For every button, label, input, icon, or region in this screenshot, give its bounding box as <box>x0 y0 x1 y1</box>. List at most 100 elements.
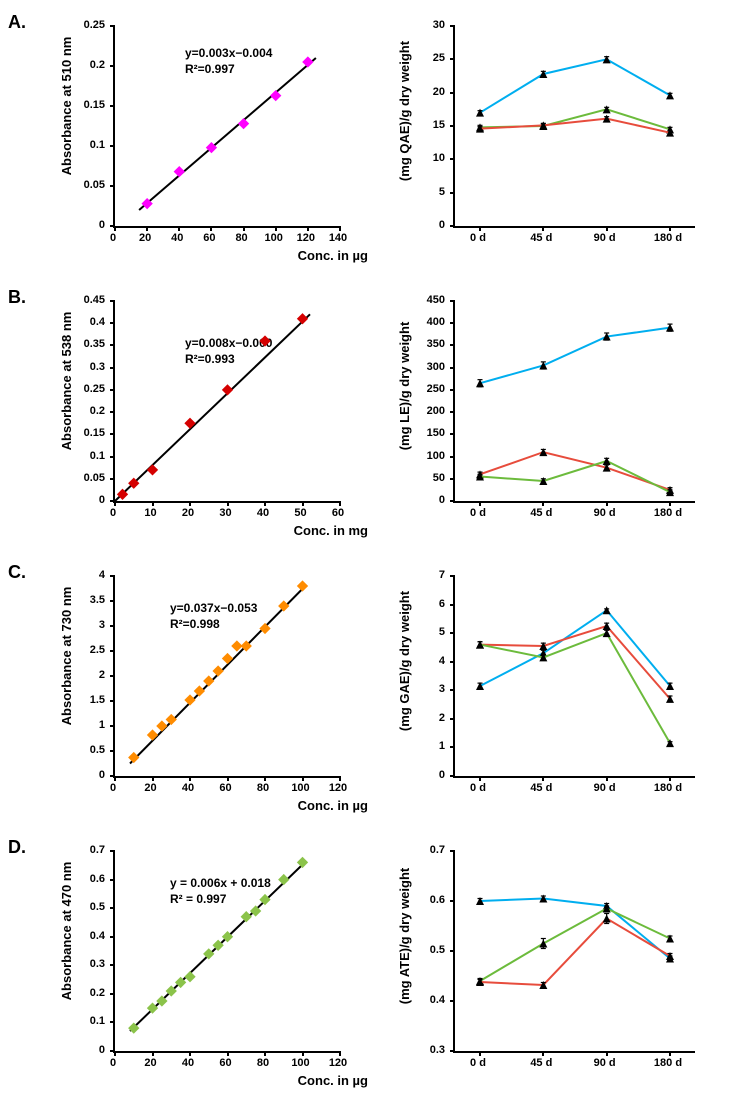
lines-svg <box>455 851 695 1051</box>
xtick-label: 20 <box>136 1057 166 1069</box>
calibration-chart-B: y=0.008x−0.000 R²=0.99300.050.10.150.20.… <box>55 293 355 543</box>
xtick-label: 180 d <box>646 1057 690 1069</box>
xtick-label: 50 <box>286 507 316 519</box>
xtick-label: 0 <box>98 507 128 519</box>
xtick-label: 120 <box>323 1057 353 1069</box>
xtick <box>542 226 544 231</box>
xtick-label: 30 <box>211 507 241 519</box>
xtick-label: 180 d <box>646 232 690 244</box>
xtick <box>606 226 608 231</box>
xtick-label: 80 <box>248 1057 278 1069</box>
ytick-label: 0 <box>55 219 105 231</box>
xtick <box>339 501 341 506</box>
x-axis-label: Conc. in mg <box>248 523 368 538</box>
data-marker <box>147 729 158 740</box>
data-marker <box>166 714 177 725</box>
panel-label: D. <box>8 837 26 858</box>
xtick <box>339 1051 341 1056</box>
data-marker <box>238 118 249 129</box>
xtick <box>189 501 191 506</box>
x-axis-label: Conc. in µg <box>248 798 368 813</box>
xtick-label: 40 <box>173 782 203 794</box>
xtick-label: 45 d <box>519 507 563 519</box>
xtick <box>479 1051 481 1056</box>
xtick <box>669 226 671 231</box>
xtick-label: 0 d <box>456 1057 500 1069</box>
xtick-label: 0 <box>98 232 128 244</box>
row-A: A.y=0.003x−0.004 R²=0.99700.050.10.150.2… <box>0 8 730 278</box>
series-marker <box>666 935 674 943</box>
xtick-label: 100 <box>259 232 289 244</box>
xtick <box>339 226 341 231</box>
calibration-chart-D: y = 0.006x + 0.018 R² = 0.99700.10.20.30… <box>55 843 355 1093</box>
series-line <box>480 59 670 112</box>
series-line <box>480 919 670 986</box>
xtick <box>339 776 341 781</box>
xtick <box>606 501 608 506</box>
xtick-label: 40 <box>173 1057 203 1069</box>
xtick-label: 60 <box>194 232 224 244</box>
panel-label: B. <box>8 287 26 308</box>
xtick-label: 20 <box>130 232 160 244</box>
xtick-label: 40 <box>162 232 192 244</box>
xtick-label: 0 d <box>456 782 500 794</box>
series-line <box>480 909 670 982</box>
data-marker <box>302 56 313 67</box>
xtick-label: 0 <box>98 782 128 794</box>
xtick <box>669 776 671 781</box>
xtick-label: 100 <box>286 782 316 794</box>
xtick <box>152 776 154 781</box>
xtick-label: 80 <box>248 782 278 794</box>
y-axis-label: Absorbance at 470 nm <box>59 831 74 1031</box>
series-marker <box>666 739 674 747</box>
series-marker <box>539 940 547 948</box>
data-marker <box>156 720 167 731</box>
xtick <box>114 1051 116 1056</box>
xtick-label: 0 d <box>456 232 500 244</box>
row-D: D. y = 0.006x + 0.018 R² = 0.99700.10.20.… <box>0 833 730 1103</box>
xtick-label: 100 <box>286 1057 316 1069</box>
data-marker <box>184 418 195 429</box>
data-marker <box>128 752 139 763</box>
xtick-label: 60 <box>211 782 241 794</box>
xtick <box>189 776 191 781</box>
calibration-chart-A: y=0.003x−0.004 R²=0.99700.050.10.150.20.… <box>55 18 355 268</box>
plot-area <box>453 26 695 228</box>
xtick-label: 10 <box>136 507 166 519</box>
ytick-label: 0.3 <box>395 1044 445 1056</box>
xtick <box>275 226 277 231</box>
xtick-label: 90 d <box>583 1057 627 1069</box>
xtick <box>606 776 608 781</box>
scatter-svg <box>115 301 340 501</box>
data-marker <box>278 600 289 611</box>
series-marker <box>603 915 611 923</box>
lines-svg <box>455 576 695 776</box>
y-axis-label: Absorbance at 730 nm <box>59 556 74 756</box>
xtick-label: 90 d <box>583 507 627 519</box>
ytick-label: 0 <box>55 1044 105 1056</box>
xtick-label: 45 d <box>519 782 563 794</box>
plot-area <box>453 576 695 778</box>
x-axis-label: Conc. in µg <box>248 1073 368 1088</box>
timeseries-chart-B: 0501001502002503003504004500 d45 d90 d18… <box>395 293 715 543</box>
data-marker <box>297 857 308 868</box>
xtick-label: 0 <box>98 1057 128 1069</box>
series-line <box>480 633 670 743</box>
scatter-svg <box>115 851 340 1051</box>
row-B: B.y=0.008x−0.000 R²=0.99300.050.10.150.2… <box>0 283 730 553</box>
xtick <box>479 226 481 231</box>
xtick <box>264 776 266 781</box>
xtick-label: 120 <box>323 782 353 794</box>
data-marker <box>297 313 308 324</box>
xtick-label: 140 <box>323 232 353 244</box>
xtick-label: 180 d <box>646 782 690 794</box>
xtick-label: 90 d <box>583 232 627 244</box>
xtick <box>479 501 481 506</box>
xtick <box>227 501 229 506</box>
xtick <box>606 1051 608 1056</box>
xtick-label: 45 d <box>519 232 563 244</box>
xtick <box>307 226 309 231</box>
y-axis-label: Absorbance at 510 nm <box>59 6 74 206</box>
data-marker <box>241 911 252 922</box>
scatter-svg <box>115 26 340 226</box>
